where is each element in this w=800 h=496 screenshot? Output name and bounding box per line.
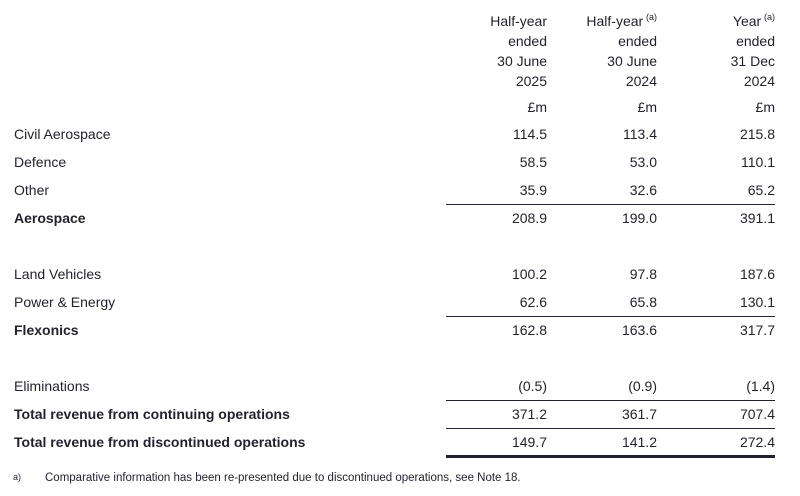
value-cell: 113.4: [623, 126, 657, 142]
row-label: Aerospace: [14, 210, 86, 226]
column-header-line: ended: [618, 33, 657, 49]
value-cell: 65.8: [547, 288, 657, 317]
value-cell: 371.2: [446, 400, 547, 429]
value-cell: (0.5): [446, 372, 547, 401]
table-row-other: Other 35.9 32.6 65.2: [0, 176, 775, 205]
value-cell: (0.9): [547, 372, 657, 401]
value-cell: 100.2: [511, 266, 547, 282]
column-header-line: 31 Dec: [730, 53, 775, 69]
value-cell: 272.4: [657, 428, 775, 458]
column-header-line: ended: [736, 33, 775, 49]
value-cell: 162.8: [511, 322, 547, 339]
column-header-line: 2024: [625, 73, 657, 89]
column-header-line: ended: [508, 33, 547, 49]
unit-label: £m: [527, 99, 547, 115]
unit-row: £m £m £m: [0, 91, 775, 120]
value-cell: 317.7: [739, 322, 775, 339]
value-cell: 187.6: [739, 266, 775, 282]
value-cell: 62.6: [446, 288, 547, 317]
column-header-year-2024: Year (a) ended 31 Dec 2024: [657, 0, 775, 91]
spacer-row: [0, 344, 775, 372]
column-header-line: Half-year: [586, 13, 644, 29]
table-row-defence: Defence 58.5 53.0 110.1: [0, 148, 775, 176]
column-header-line: 30 June: [607, 53, 657, 69]
value-cell: 215.8: [739, 126, 775, 142]
table-row-land-vehicles: Land Vehicles 100.2 97.8 187.6: [0, 260, 775, 288]
table-row-flexonics-subtotal: Flexonics 162.8 163.6 317.7: [0, 316, 775, 344]
row-label: Other: [14, 182, 50, 198]
column-header-line: 2025: [515, 73, 547, 89]
value-cell: 130.1: [657, 288, 775, 317]
table-row-aerospace-subtotal: Aerospace 208.9 199.0 391.1: [0, 204, 775, 232]
footnote: a) Comparative information has been re-p…: [13, 471, 800, 485]
column-header-line: Half-year: [490, 13, 547, 29]
column-header-line: Year: [732, 13, 762, 29]
value-cell: 141.2: [547, 428, 657, 458]
value-cell: 391.1: [739, 210, 775, 227]
value-cell: (1.4): [657, 372, 775, 401]
revenue-table: Half-year ended 30 June 2025 Half-year (…: [0, 0, 775, 458]
value-cell: 208.9: [511, 210, 547, 227]
value-cell: 149.7: [446, 428, 547, 458]
footnote-text: Comparative information has been re-pres…: [45, 471, 521, 484]
table-row-civil-aerospace: Civil Aerospace 114.5 113.4 215.8: [0, 120, 775, 148]
row-label: Total revenue from continuing operations: [14, 406, 290, 422]
value-cell: 114.5: [513, 126, 547, 142]
value-cell: 199.0: [621, 210, 657, 227]
unit-label: £m: [637, 99, 657, 115]
table-row-total-discontinued: Total revenue from discontinued operatio…: [0, 428, 775, 458]
row-label: Eliminations: [14, 378, 90, 394]
value-cell: 32.6: [547, 176, 657, 205]
column-header-halfyear-2024: Half-year (a) ended 30 June 2024: [547, 0, 657, 91]
row-label: Power & Energy: [14, 294, 116, 310]
footnote-marker: a): [13, 471, 22, 482]
value-cell: 65.2: [657, 176, 775, 205]
row-label: Land Vehicles: [14, 266, 102, 282]
value-cell: 163.6: [621, 322, 657, 339]
table-row-eliminations: Eliminations (0.5) (0.9) (1.4): [0, 372, 775, 401]
column-header-halfyear-2025: Half-year ended 30 June 2025: [446, 0, 547, 91]
value-cell: 35.9: [446, 176, 547, 205]
row-label: Defence: [14, 154, 67, 170]
spacer-row: [0, 232, 775, 260]
row-label: Civil Aerospace: [14, 126, 111, 142]
header-empty-cell: [0, 0, 446, 91]
row-label: Total revenue from discontinued operatio…: [14, 434, 306, 450]
value-cell: 97.8: [629, 266, 657, 282]
value-cell: 361.7: [547, 400, 657, 429]
column-header-line: 2024: [743, 73, 775, 89]
table-header-row: Half-year ended 30 June 2025 Half-year (…: [0, 0, 775, 91]
value-cell: 707.4: [657, 400, 775, 429]
table-row-total-continuing: Total revenue from continuing operations…: [0, 400, 775, 429]
footnote-ref-sup: (a): [764, 12, 775, 22]
unit-label: £m: [755, 99, 775, 115]
row-label: Flexonics: [14, 322, 79, 338]
value-cell: 53.0: [629, 154, 657, 170]
value-cell: 110.1: [741, 154, 775, 170]
column-header-line: 30 June: [497, 53, 547, 69]
footnote-ref-sup: (a): [646, 12, 657, 22]
table-row-power-energy: Power & Energy 62.6 65.8 130.1: [0, 288, 775, 317]
value-cell: 58.5: [519, 154, 547, 170]
